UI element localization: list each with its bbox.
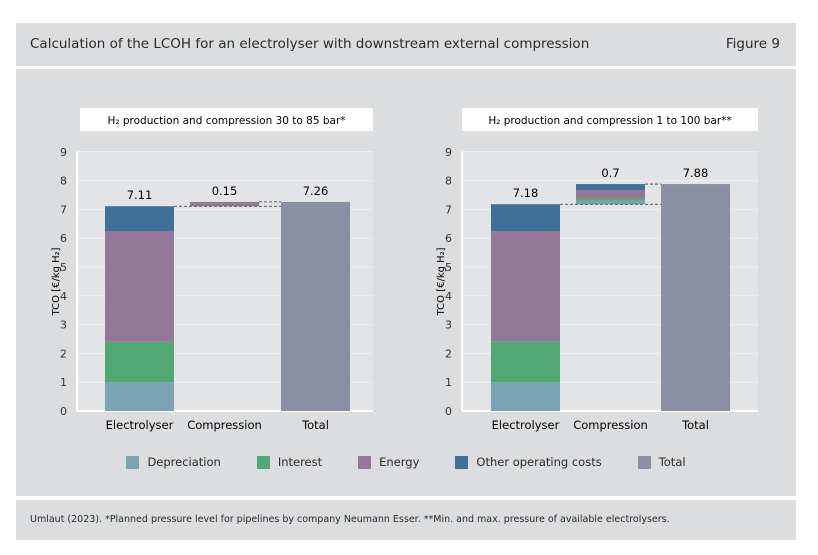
title-bar: Calculation of the LCOH for an electroly…: [16, 23, 796, 66]
legend-label: Interest: [277, 455, 323, 469]
legend-swatch: [256, 455, 270, 469]
data-label: 7.26: [303, 184, 329, 198]
y-tick-label: 6: [445, 232, 452, 245]
x-tick-label: Compression: [573, 418, 648, 432]
charts-svg: H₂ production and compression 30 to 85 b…: [51, 108, 758, 432]
y-tick-label: 2: [60, 347, 67, 360]
y-tick-label: 1: [60, 376, 67, 389]
legend-label: Other operating costs: [476, 455, 602, 469]
bar-segment-interest: [491, 341, 560, 383]
footnote: Umlaut (2023). *Planned pressure level f…: [30, 514, 670, 525]
y-tick-label: 8: [445, 175, 452, 188]
y-tick-label: 3: [60, 319, 67, 332]
y-axis-label: TCO [€/kg H₂]: [436, 247, 447, 316]
bar-segment-interest: [105, 341, 174, 383]
x-tick-label: Electrolyser: [106, 418, 174, 432]
legend: Depreciation Interest Energy Other operatin…: [16, 455, 796, 469]
y-tick-label: 4: [445, 290, 452, 303]
bar-segment-energy: [491, 231, 560, 342]
legend-label: Depreciation: [147, 455, 221, 469]
footer: Umlaut (2023). *Planned pressure level f…: [16, 500, 796, 540]
data-label: 7.88: [683, 166, 709, 180]
chart-subtitle: H₂ production and compression 1 to 100 b…: [488, 115, 731, 127]
bar-segment-total: [661, 184, 730, 411]
figure-title: Calculation of the LCOH for an electroly…: [30, 36, 590, 52]
bar-segment-other-operating-costs: [491, 204, 560, 231]
y-tick-label: 1: [445, 376, 452, 389]
legend-item: Other operating costs: [455, 455, 602, 469]
legend-swatch: [455, 455, 469, 469]
x-tick-label: Total: [681, 418, 709, 432]
y-axis-label: TCO [€/kg H₂]: [51, 247, 62, 316]
data-label: 7.11: [127, 188, 153, 202]
legend-swatch: [358, 455, 372, 469]
bar-segment-energy: [190, 201, 259, 207]
bar-segment-depreciation: [105, 382, 174, 411]
y-tick-label: 8: [60, 175, 67, 188]
y-tick-label: 5: [445, 261, 452, 274]
data-label: 0.15: [212, 184, 238, 198]
legend-label: Total: [658, 455, 686, 469]
legend-item: Total: [637, 455, 686, 469]
x-tick-label: Total: [301, 418, 329, 432]
y-tick-label: 6: [60, 232, 67, 245]
y-tick-label: 0: [60, 405, 67, 418]
y-tick-label: 2: [445, 347, 452, 360]
legend-item: Energy: [358, 455, 419, 469]
y-tick-label: 9: [60, 146, 67, 159]
bar-segment-depreciation: [491, 382, 560, 411]
bar-segment-total: [281, 201, 350, 411]
legend-item: Depreciation: [126, 455, 221, 469]
y-tick-label: 0: [445, 405, 452, 418]
y-tick-label: 7: [60, 203, 67, 216]
chart-panel: H₂ production and compression 30 to 85 b…: [16, 69, 796, 496]
y-tick-label: 7: [445, 203, 452, 216]
subtitle-box: [462, 108, 758, 131]
bar-segment-other-operating-costs: [576, 184, 645, 191]
x-tick-label: Compression: [187, 418, 262, 432]
y-tick-label: 9: [445, 146, 452, 159]
legend-item: Interest: [256, 455, 323, 469]
data-label: 0.7: [601, 166, 619, 180]
chart-subtitle: H₂ production and compression 30 to 85 b…: [107, 115, 345, 127]
y-tick-label: 3: [445, 319, 452, 332]
data-label: 7.18: [513, 186, 539, 200]
figure-label: Figure 9: [725, 36, 780, 52]
bar-segment-interest: [576, 198, 645, 201]
legend-label: Energy: [379, 455, 420, 469]
bar-segment-energy: [576, 190, 645, 199]
legend-swatch: [126, 455, 140, 469]
bar-segment-energy: [105, 231, 174, 342]
legend-swatch: [637, 455, 651, 469]
bar-segment-depreciation: [576, 200, 645, 205]
x-tick-label: Electrolyser: [492, 418, 560, 432]
subtitle-box: [80, 108, 373, 131]
bar-segment-other-operating-costs: [105, 206, 174, 231]
y-tick-label: 4: [60, 290, 67, 303]
y-tick-label: 5: [60, 261, 67, 274]
